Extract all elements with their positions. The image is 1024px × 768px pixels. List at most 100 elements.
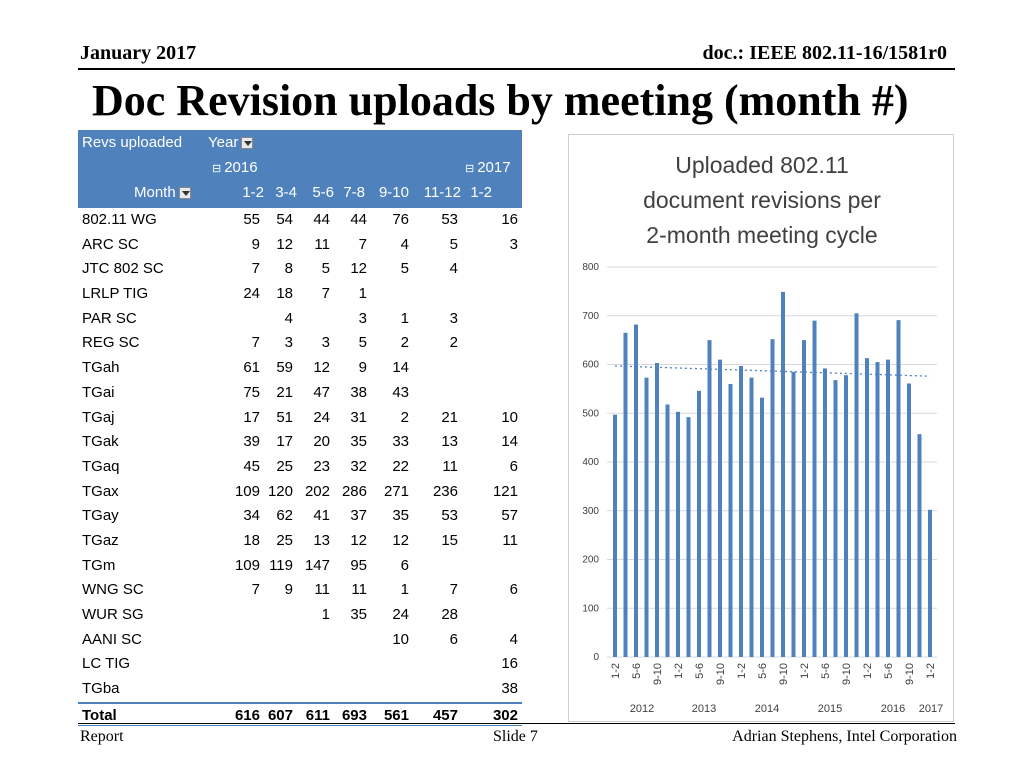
table-cell: 202 (304, 482, 330, 500)
table-cell: 34 (243, 507, 260, 525)
x-tick-label: 9-10 (652, 663, 664, 685)
chart-canvas: Uploaded 802.11 document revisions per 2-m… (582, 152, 943, 715)
table-row: TGay 34 62 41 37 35 53 57 (78, 504, 522, 529)
bar (854, 313, 859, 657)
total-row: Total 616 607 611 693 561 457 302 (78, 701, 522, 727)
table-cell: 1 (400, 581, 409, 599)
table-cell: 61 (243, 359, 260, 377)
collapse-icon[interactable]: ⊟ (465, 163, 475, 175)
table-cell: 54 (276, 211, 293, 228)
table-cell: 6 (400, 556, 409, 574)
table-cell: 7 (251, 581, 260, 599)
table-row: 802.11 WG 55 54 44 44 76 53 16 (78, 208, 522, 233)
table-cell: 3 (509, 235, 518, 253)
table-cell: 43 (392, 383, 409, 401)
y-tick-label: 600 (582, 360, 599, 371)
bar (739, 365, 743, 657)
table-cell: 12 (313, 359, 330, 377)
bar (655, 363, 659, 657)
table-cell: 693 (341, 706, 367, 724)
table-row: TGaq 45 25 23 32 22 11 6 (78, 455, 522, 480)
x-tick-label: 5-6 (757, 663, 769, 679)
table-cell: 24 (313, 408, 330, 426)
year-field[interactable]: Year (208, 134, 254, 151)
table-row: LRLP TIG 24 18 7 1 (78, 282, 522, 307)
table-cell: 62 (276, 507, 293, 525)
year-2017-header[interactable]: ⊟ 2017 (465, 159, 511, 176)
table-cell: 2 (449, 334, 458, 352)
table-cell: 17 (276, 433, 293, 451)
table-cell: 3 (321, 334, 330, 352)
table-row: PAR SC 4 3 1 3 (78, 307, 522, 332)
table-cell: 32 (350, 457, 367, 475)
table-cell: 611 (305, 706, 330, 724)
table-cell: 7 (449, 581, 458, 599)
table-cell: 24 (392, 606, 409, 623)
row-label: TGm (82, 556, 116, 574)
table-row: TGaj 17 51 24 31 2 21 10 (78, 406, 522, 431)
row-label: JTC 802 SC (82, 260, 164, 278)
bar (760, 397, 764, 657)
bar (644, 377, 649, 657)
year-2017-label: 2017 (477, 159, 511, 176)
row-label: TGah (82, 359, 120, 377)
col-header: 3-4 (275, 184, 297, 201)
table-cell: 18 (276, 285, 293, 303)
table-cell: 457 (432, 706, 458, 724)
bar (791, 371, 796, 657)
row-label: LRLP TIG (82, 285, 149, 303)
table-cell: 616 (234, 706, 260, 724)
month-filter-icon[interactable] (178, 187, 191, 200)
y-tick-label: 200 (582, 555, 599, 566)
table-cell: 17 (243, 408, 260, 426)
month-field[interactable]: Month (134, 184, 191, 201)
table-cell: 47 (313, 383, 330, 401)
x-tick-label: 5-6 (883, 663, 895, 679)
pivot-table: Revs uploaded Year ⊟ 2016 ⊟ 2017 Month 1-2… (78, 130, 522, 727)
slide-title: Doc Revision uploads by meeting (month #… (92, 76, 909, 125)
table-cell: 25 (276, 457, 293, 475)
row-label: TGaj (82, 408, 115, 426)
bar (718, 359, 722, 657)
table-cell: 5 (321, 260, 330, 278)
bar (781, 291, 785, 657)
bar (844, 375, 848, 657)
table-row: TGaz 18 25 13 12 12 15 11 (78, 529, 522, 554)
table-cell: 13 (313, 531, 330, 549)
table-cell: 607 (267, 706, 293, 724)
table-cell: 4 (400, 235, 409, 253)
table-cell: 147 (304, 556, 330, 574)
table-cell: 41 (313, 507, 330, 525)
table-row: TGba 38 (78, 677, 522, 702)
y-tick-label: 0 (593, 652, 599, 663)
collapse-icon[interactable]: ⊟ (212, 163, 222, 175)
table-cell: 7 (358, 235, 367, 253)
year-label: 2012 (630, 703, 654, 715)
table-cell: 120 (267, 482, 293, 500)
bar (907, 383, 911, 657)
bar (613, 414, 617, 657)
table-cell: 20 (313, 433, 330, 451)
year-2016-header[interactable]: ⊟ 2016 (212, 159, 258, 176)
year-filter-icon[interactable] (241, 137, 254, 150)
table-cell: 23 (313, 457, 330, 475)
row-label: ARC SC (82, 235, 139, 253)
x-tick-label: 9-10 (841, 663, 853, 685)
x-tick-label: 1-2 (862, 663, 874, 679)
year-label: 2016 (881, 703, 905, 715)
table-cell: 57 (501, 507, 518, 525)
y-tick-label: 800 (582, 262, 599, 273)
col-header: 5-6 (312, 184, 334, 201)
table-cell: 1 (321, 606, 330, 623)
table-cell: 6 (449, 630, 458, 648)
table-cell: 21 (441, 408, 458, 426)
bar (728, 384, 733, 657)
table-cell: 11 (351, 581, 367, 599)
table-row: JTC 802 SC 7 8 5 12 5 4 (78, 257, 522, 282)
bar (833, 380, 838, 657)
chart-title: document revisions per (643, 187, 881, 213)
month-label: Month (134, 184, 176, 201)
table-cell: 10 (392, 630, 409, 648)
col-header: 1-2 (470, 184, 492, 201)
bar (865, 358, 869, 657)
